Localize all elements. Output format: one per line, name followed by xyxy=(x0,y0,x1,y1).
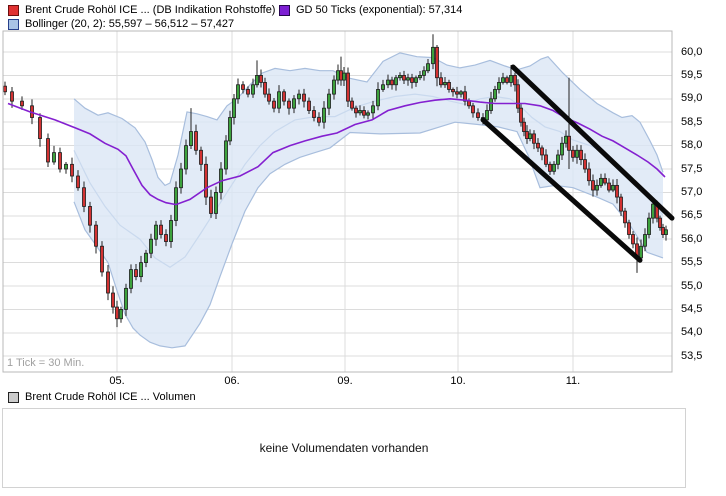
y-axis-label: 56,0 xyxy=(681,232,703,245)
x-axis-label: 05. xyxy=(109,375,125,387)
y-axis-label: 57,5 xyxy=(681,162,703,175)
volume-swatch-icon xyxy=(8,391,19,403)
x-axis-label: 09. xyxy=(337,375,353,387)
bollinger-swatch-icon xyxy=(8,18,19,30)
y-axis-label: 58,0 xyxy=(681,139,703,152)
y-axis-label: 55,0 xyxy=(681,279,703,292)
gd50-line xyxy=(7,97,666,206)
legend-entry-bollinger: Bollinger (20, 2): 55,597 – 56,512 – 57,… xyxy=(8,18,234,30)
y-axis-label: 57,0 xyxy=(681,185,703,198)
y-axis-label: 58,5 xyxy=(681,115,703,128)
y-axis-label: 56,5 xyxy=(681,209,703,222)
legend-entry-gd50: GD 50 Ticks (exponential): 57,314 xyxy=(279,4,462,16)
y-axis-label: 60,0 xyxy=(681,45,703,58)
volume-empty-message: keine Volumendaten vorhanden xyxy=(259,441,429,455)
y-axis-label: 59,5 xyxy=(681,68,703,81)
candles-layer xyxy=(3,34,668,328)
trendlines-layer xyxy=(480,64,675,263)
y-axis-label: 53,5 xyxy=(681,349,703,362)
gd50-swatch-icon xyxy=(279,4,290,16)
legend-bollinger-label: Bollinger (20, 2): 55,597 – 56,512 – 57,… xyxy=(25,18,235,30)
legend-entry-instrument: Brent Crude Rohöl ICE ... (DB Indikation… xyxy=(8,4,275,16)
volume-panel: keine Volumendaten vorhanden xyxy=(2,408,686,488)
legend-instrument-label: Brent Crude Rohöl ICE ... (DB Indikation… xyxy=(25,4,276,16)
instrument-swatch-icon xyxy=(8,4,19,16)
legend-volume-label: Brent Crude Rohöl ICE ... Volumen xyxy=(25,391,196,403)
x-axis-label: 06. xyxy=(224,375,240,387)
y-axis-label: 55,5 xyxy=(681,256,703,269)
x-axis-label: 10. xyxy=(450,375,466,387)
legend-entry-volume: Brent Crude Rohöl ICE ... Volumen xyxy=(8,391,196,403)
y-axis-label: 59,0 xyxy=(681,92,703,105)
y-axis-label: 54,0 xyxy=(681,326,703,339)
legend-gd50-label: GD 50 Ticks (exponential): 57,314 xyxy=(296,4,463,16)
tick-interval-note: 1 Tick = 30 Min. xyxy=(7,357,85,369)
y-axis-label: 54,5 xyxy=(681,302,703,315)
x-axis-label: 11. xyxy=(565,375,581,387)
plot-border xyxy=(2,30,673,373)
